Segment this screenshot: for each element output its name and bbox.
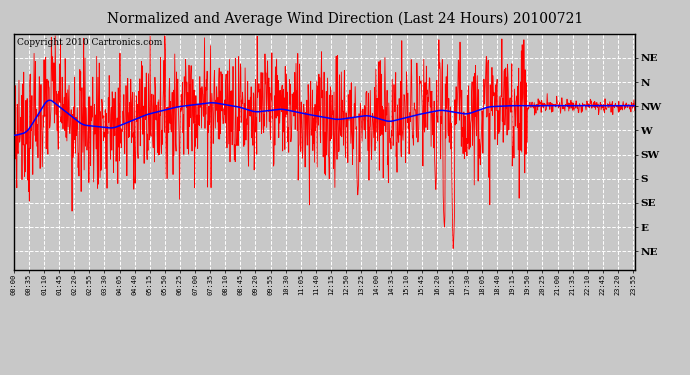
Text: Copyright 2010 Cartronics.com: Copyright 2010 Cartronics.com (17, 39, 162, 48)
Text: Normalized and Average Wind Direction (Last 24 Hours) 20100721: Normalized and Average Wind Direction (L… (107, 11, 583, 26)
